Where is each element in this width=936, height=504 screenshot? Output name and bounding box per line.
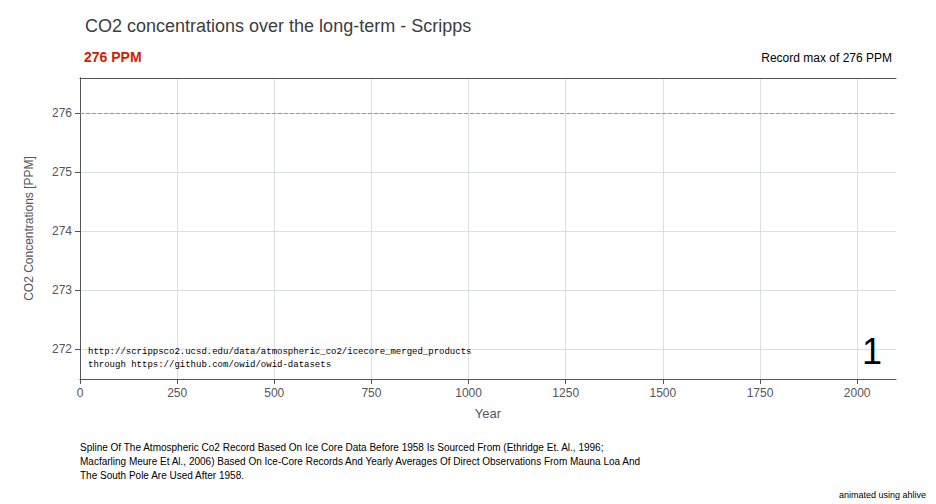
svg-text:1250: 1250 [552,386,579,400]
svg-text:http://scrippsco2.ucsd.edu/dat: http://scrippsco2.ucsd.edu/data/atmosphe… [88,347,471,357]
svg-text:1000: 1000 [455,386,482,400]
svg-text:500: 500 [264,386,284,400]
svg-text:750: 750 [361,386,381,400]
svg-text:1750: 1750 [747,386,774,400]
svg-text:CO2 concentrations over the lo: CO2 concentrations over the long-term - … [85,16,471,36]
svg-text:250: 250 [167,386,187,400]
svg-text:0: 0 [77,386,84,400]
svg-text:Record max of 276 PPM: Record max of 276 PPM [761,51,892,65]
svg-text:Year: Year [475,406,502,421]
svg-text:1: 1 [862,331,882,372]
svg-text:1500: 1500 [650,386,677,400]
svg-text:The South Pole Are Used After: The South Pole Are Used After 1958. [80,470,244,481]
svg-text:CO2 Concentrations [PPM]: CO2 Concentrations [PPM] [22,156,36,301]
svg-text:272: 272 [52,342,72,356]
svg-text:274: 274 [52,224,72,238]
svg-text:276 PPM: 276 PPM [84,49,142,65]
svg-text:275: 275 [52,165,72,179]
svg-text:through https://github.com/owi: through https://github.com/owid/owid-dat… [88,360,331,370]
svg-text:Macfarling Meure Et Al., 2006): Macfarling Meure Et Al., 2006) Based On … [80,456,640,467]
svg-text:animated using ahlive: animated using ahlive [839,490,926,500]
svg-text:276: 276 [52,106,72,120]
svg-text:Spline Of The Atmospheric Co2: Spline Of The Atmospheric Co2 Record Bas… [80,442,603,453]
svg-text:2000: 2000 [844,386,871,400]
svg-text:273: 273 [52,283,72,297]
